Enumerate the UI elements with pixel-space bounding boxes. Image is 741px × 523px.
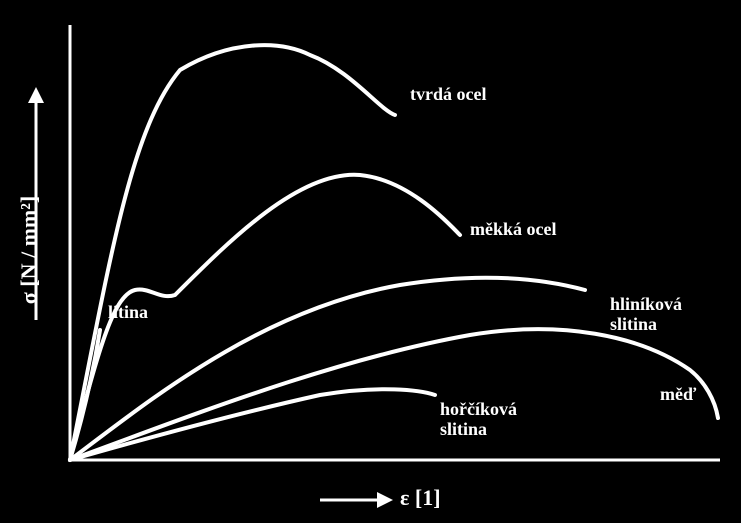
y-axis-label: σ [N / mm²]: [16, 196, 41, 304]
curve-label-tvrda-ocel: tvrdá ocel: [410, 84, 486, 104]
curve-label-med: měď: [660, 384, 697, 404]
curve-label-litina: litina: [108, 302, 148, 322]
curve-label-mekka-ocel: měkká ocel: [470, 219, 556, 239]
x-axis-label: ε [1]: [400, 485, 441, 510]
stress-strain-chart: σ [N / mm²] ε [1] tvrdá ocel měkká ocel liti…: [0, 0, 741, 523]
